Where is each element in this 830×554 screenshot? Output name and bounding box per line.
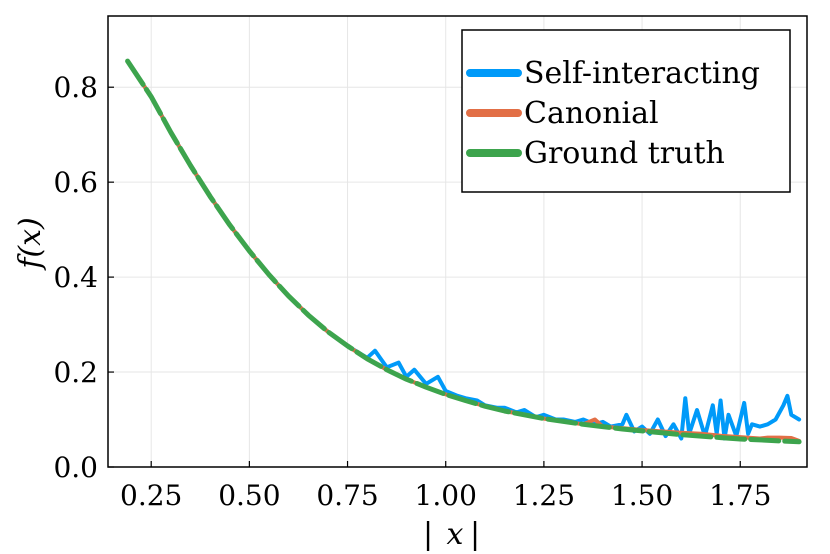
tick-layer: 0.25 0.50 0.75 1.00 1.25 1.50 1.75 0.0 0.2 0.4 0.6… (53, 71, 771, 512)
y-tick-label: 0.0 (53, 451, 98, 484)
svg-text:|: | (423, 517, 433, 552)
x-tick-label: 1.75 (709, 479, 771, 512)
y-tick-label: 0.8 (53, 71, 98, 104)
series-line-ground-truth (125, 58, 802, 445)
legend-entry-label: Canonial (524, 96, 659, 131)
x-tick-label: 0.75 (316, 479, 378, 512)
svg-text:|: | (470, 517, 480, 552)
x-tick-label: 1.50 (611, 479, 673, 512)
y-tick-label: 0.4 (53, 261, 98, 294)
y-axis-title: f(x) (13, 217, 48, 270)
y-tick-label: 0.6 (53, 166, 98, 199)
x-axis-title: x (447, 517, 464, 552)
series-layer (125, 58, 802, 445)
x-tick-label: 0.25 (120, 479, 182, 512)
x-tick-label: 1.25 (513, 479, 575, 512)
legend: Self-interacting Canonial Ground truth (461, 29, 791, 193)
x-tick-label: 0.50 (218, 479, 280, 512)
plot-frame (107, 15, 808, 468)
x-tick-label: 1.00 (415, 479, 477, 512)
legend-entry-label: Ground truth (524, 136, 725, 171)
x-axis-label: | x | (423, 517, 480, 552)
y-tick-label: 0.2 (53, 356, 98, 389)
legend-entry-label: Self-interacting (524, 56, 760, 91)
